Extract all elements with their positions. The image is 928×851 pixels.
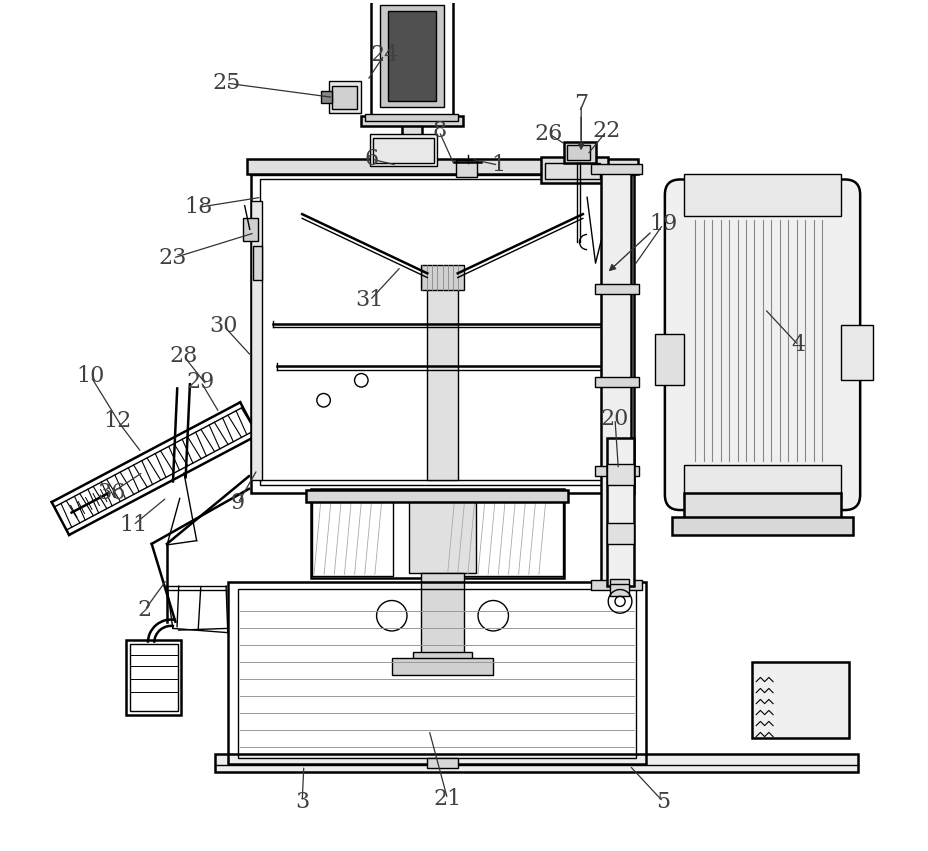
Bar [594, 466, 638, 477]
Text: 2: 2 [137, 599, 152, 621]
Bar [684, 493, 840, 520]
Bar [427, 269, 458, 481]
Text: 30: 30 [209, 315, 238, 337]
Bar [591, 164, 641, 174]
Bar [540, 157, 608, 183]
Bar [408, 493, 476, 574]
Text: 36: 36 [97, 483, 125, 504]
Bar [310, 489, 563, 578]
Bar [654, 334, 684, 385]
Bar [606, 438, 633, 586]
Text: 25: 25 [212, 72, 240, 94]
Bar [252, 246, 262, 280]
Bar [563, 142, 596, 163]
Bar [684, 174, 840, 216]
Text: 11: 11 [119, 514, 147, 536]
Bar [594, 284, 638, 294]
Bar [544, 163, 599, 179]
Bar [320, 91, 332, 102]
Bar [427, 757, 458, 768]
Text: 28: 28 [170, 346, 198, 367]
Text: 23: 23 [159, 247, 187, 269]
Text: 31: 31 [355, 289, 383, 311]
Bar [227, 582, 646, 763]
FancyBboxPatch shape [664, 180, 859, 510]
Bar [130, 643, 177, 711]
Bar [610, 585, 628, 597]
Bar [306, 490, 568, 501]
Text: 5: 5 [655, 791, 669, 813]
Bar [392, 658, 493, 675]
Text: 21: 21 [433, 788, 461, 810]
Text: 22: 22 [592, 120, 620, 142]
Text: 1: 1 [491, 154, 505, 176]
Bar [751, 662, 848, 739]
Bar [251, 170, 633, 493]
Bar [388, 11, 435, 101]
Bar [126, 640, 181, 715]
Bar [369, 134, 437, 166]
Bar [606, 523, 633, 544]
Bar [445, 491, 562, 576]
Bar [371, 0, 452, 117]
Text: 9: 9 [231, 492, 245, 514]
Bar [421, 574, 463, 658]
Bar [684, 465, 840, 499]
Bar [412, 652, 471, 662]
Bar [250, 163, 635, 175]
Bar [380, 5, 444, 106]
Bar [260, 179, 625, 485]
Text: 20: 20 [600, 408, 628, 430]
Bar [312, 491, 393, 576]
Bar [247, 159, 638, 174]
Bar [238, 589, 636, 757]
Text: 29: 29 [187, 370, 214, 392]
Text: 18: 18 [184, 197, 213, 219]
Bar [361, 116, 462, 126]
Bar [365, 114, 458, 121]
Bar [215, 753, 857, 772]
Text: 6: 6 [364, 148, 378, 170]
Text: 26: 26 [535, 123, 562, 145]
Bar [251, 202, 262, 481]
Bar [610, 580, 628, 588]
Bar [671, 517, 853, 535]
Bar [331, 86, 356, 109]
Bar [606, 464, 633, 485]
Bar [329, 81, 361, 112]
Text: 10: 10 [76, 365, 105, 387]
Text: 12: 12 [104, 410, 132, 432]
Text: 24: 24 [369, 44, 398, 66]
Bar [591, 580, 641, 591]
Text: 4: 4 [791, 334, 805, 357]
Bar [456, 160, 477, 177]
Text: 8: 8 [432, 120, 445, 142]
Bar [373, 138, 433, 163]
Text: 7: 7 [574, 94, 587, 115]
Bar [840, 325, 872, 380]
Bar [421, 265, 463, 290]
Text: 19: 19 [649, 214, 677, 235]
Bar [402, 122, 421, 160]
Bar [594, 377, 638, 387]
Bar [243, 218, 258, 241]
Text: 3: 3 [295, 791, 309, 813]
Bar [600, 170, 630, 586]
Bar [566, 145, 590, 160]
